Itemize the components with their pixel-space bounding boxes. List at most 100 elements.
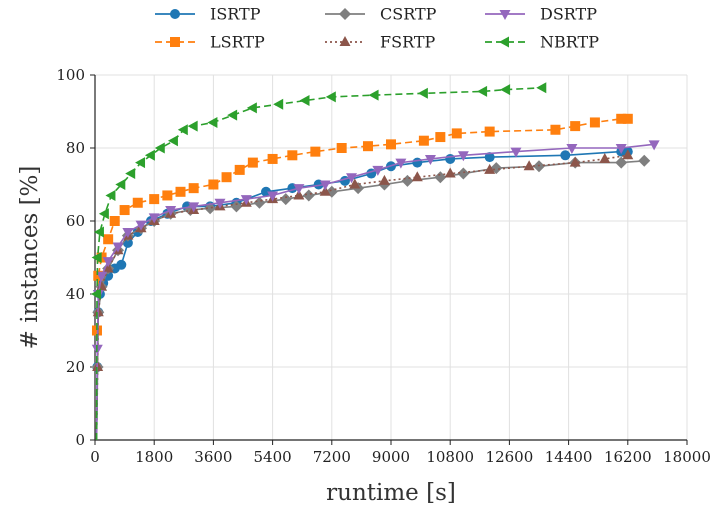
data-point-dsrtp xyxy=(267,191,279,202)
series-layer xyxy=(90,82,660,441)
data-point-lsrtp xyxy=(435,132,446,143)
data-point-fsrtp xyxy=(378,174,390,185)
data-point-nbrtp xyxy=(91,252,102,263)
legend-marker-lsrtp xyxy=(170,37,180,47)
data-point-nbrtp xyxy=(299,95,310,107)
x-tick-label: 14400 xyxy=(545,448,593,466)
data-point-fsrtp xyxy=(599,152,611,163)
data-point-fsrtp xyxy=(622,149,634,160)
data-point-lsrtp xyxy=(310,146,321,157)
legend-marker-nbrtp xyxy=(499,36,509,48)
data-point-lsrtp xyxy=(162,190,173,201)
y-tick-label: 40 xyxy=(66,285,85,303)
x-tick-label: 12600 xyxy=(486,448,534,466)
data-point-nbrtp xyxy=(90,288,101,300)
data-point-lsrtp xyxy=(208,179,219,190)
data-point-csrtp xyxy=(457,167,470,180)
data-point-fsrtp xyxy=(484,163,496,174)
series-line-fsrtp xyxy=(95,154,628,441)
data-point-lsrtp xyxy=(175,186,186,197)
data-point-csrtp xyxy=(253,196,266,209)
data-point-fsrtp xyxy=(411,171,423,182)
legend-marker-fsrtp xyxy=(339,36,351,46)
data-point-nbrtp xyxy=(187,120,198,132)
data-point-dsrtp xyxy=(395,158,407,169)
data-point-nbrtp xyxy=(417,87,428,99)
series-nbrtp xyxy=(90,82,547,441)
data-point-dsrtp xyxy=(648,140,660,151)
data-point-csrtp xyxy=(434,171,447,184)
data-point-dsrtp xyxy=(165,206,177,217)
data-point-lsrtp xyxy=(570,121,581,132)
data-point-fsrtp xyxy=(293,189,305,200)
x-tick-label: 3600 xyxy=(194,448,232,466)
legend-label-isrtp: ISRTP xyxy=(210,5,261,24)
legend-label-nbrtp: NBRTP xyxy=(540,33,599,52)
x-axis-label: runtime [s] xyxy=(326,480,456,506)
data-point-isrtp xyxy=(261,186,272,197)
data-point-lsrtp xyxy=(484,126,495,137)
data-point-lsrtp xyxy=(149,194,160,205)
data-point-lsrtp xyxy=(119,205,130,216)
legend-marker-dsrtp xyxy=(499,10,511,20)
x-tick-label: 7200 xyxy=(313,448,351,466)
data-point-lsrtp xyxy=(386,139,396,150)
data-point-isrtp xyxy=(560,150,571,161)
data-point-lsrtp xyxy=(362,141,373,152)
data-point-dsrtp xyxy=(346,173,358,184)
data-point-lsrtp xyxy=(589,117,600,128)
data-point-nbrtp xyxy=(246,102,257,114)
data-point-csrtp xyxy=(401,174,414,187)
data-point-dsrtp xyxy=(214,198,226,209)
data-point-lsrtp xyxy=(622,113,633,124)
data-point-nbrtp xyxy=(177,124,188,136)
data-point-isrtp xyxy=(445,153,456,164)
data-point-fsrtp xyxy=(569,156,581,167)
data-point-nbrtp xyxy=(105,189,116,201)
x-tick-label: 16200 xyxy=(604,448,652,466)
data-point-fsrtp xyxy=(444,167,456,178)
data-point-lsrtp xyxy=(287,150,298,161)
legend-item-nbrtp: NBRTP xyxy=(485,33,599,52)
y-axis-label: # instances [%] xyxy=(17,166,43,350)
data-point-csrtp xyxy=(230,200,243,213)
legend-item-fsrtp: FSRTP xyxy=(325,33,436,52)
data-point-nbrtp xyxy=(144,149,155,161)
series-line-csrtp xyxy=(95,160,645,441)
legend-item-isrtp: ISRTP xyxy=(155,5,261,24)
data-point-dsrtp xyxy=(122,227,134,238)
legend-item-csrtp: CSRTP xyxy=(325,5,437,24)
data-point-dsrtp xyxy=(293,184,305,195)
data-point-nbrtp xyxy=(115,179,126,190)
data-point-fsrtp xyxy=(319,185,331,196)
data-point-fsrtp xyxy=(523,160,535,171)
data-point-dsrtp xyxy=(319,180,331,191)
data-point-nbrtp xyxy=(93,226,104,238)
data-point-nbrtp xyxy=(135,157,146,169)
x-tick-label: 5400 xyxy=(254,448,292,466)
data-point-fsrtp xyxy=(102,262,114,273)
legend: ISRTP LSRTP CSRTP FSRTP DSRTP NBRTP xyxy=(155,5,599,52)
series-line-nbrtp xyxy=(95,87,543,441)
data-point-csrtp xyxy=(302,189,315,202)
legend-marker-csrtp xyxy=(339,8,351,20)
data-point-dsrtp xyxy=(102,257,114,268)
legend-item-dsrtp: DSRTP xyxy=(485,5,597,24)
data-point-dsrtp xyxy=(424,154,436,165)
x-tick-label: 10800 xyxy=(426,448,474,466)
data-point-lsrtp xyxy=(336,143,347,153)
data-point-nbrtp xyxy=(325,91,336,103)
data-point-nbrtp xyxy=(368,89,379,101)
series-fsrtp xyxy=(92,149,634,441)
data-point-dsrtp xyxy=(510,147,522,158)
data-point-csrtp xyxy=(638,154,651,167)
data-point-dsrtp xyxy=(112,242,124,253)
data-point-lsrtp xyxy=(550,124,561,135)
data-point-dsrtp xyxy=(615,144,627,154)
y-tick-label: 80 xyxy=(66,139,85,157)
data-point-lsrtp xyxy=(234,164,245,175)
y-tick-label: 100 xyxy=(56,66,85,84)
y-tick-label: 20 xyxy=(66,358,85,376)
series-csrtp xyxy=(91,154,651,441)
